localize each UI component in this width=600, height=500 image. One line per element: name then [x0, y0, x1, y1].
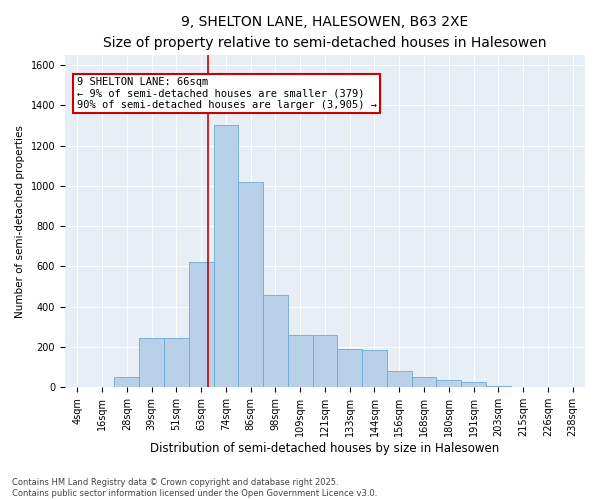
Text: 9 SHELTON LANE: 66sqm
← 9% of semi-detached houses are smaller (379)
90% of semi: 9 SHELTON LANE: 66sqm ← 9% of semi-detac… [77, 77, 377, 110]
Bar [412, 378, 436, 388]
Bar [313, 335, 337, 388]
Bar [362, 350, 387, 388]
Y-axis label: Number of semi-detached properties: Number of semi-detached properties [15, 124, 25, 318]
Bar [486, 386, 511, 388]
Bar [337, 349, 362, 388]
Bar [511, 386, 535, 388]
Bar [115, 378, 139, 388]
Bar [288, 335, 313, 388]
Title: 9, SHELTON LANE, HALESOWEN, B63 2XE
Size of property relative to semi-detached h: 9, SHELTON LANE, HALESOWEN, B63 2XE Size… [103, 15, 547, 50]
Bar [387, 371, 412, 388]
Bar [89, 386, 115, 388]
Bar [139, 338, 164, 388]
Bar [164, 338, 189, 388]
Bar [263, 294, 288, 388]
Bar [189, 262, 214, 388]
Bar [238, 182, 263, 388]
Text: Contains HM Land Registry data © Crown copyright and database right 2025.
Contai: Contains HM Land Registry data © Crown c… [12, 478, 377, 498]
Bar [214, 126, 238, 388]
X-axis label: Distribution of semi-detached houses by size in Halesowen: Distribution of semi-detached houses by … [151, 442, 500, 455]
Bar [461, 382, 486, 388]
Bar [436, 380, 461, 388]
